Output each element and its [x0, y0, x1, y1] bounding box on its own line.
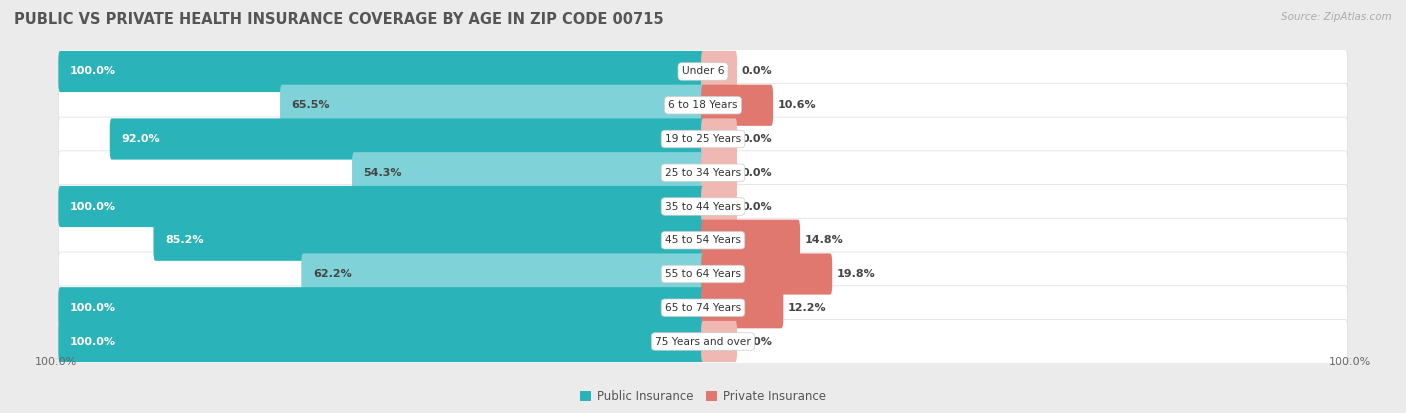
Text: 19 to 25 Years: 19 to 25 Years — [665, 134, 741, 144]
Text: 100.0%: 100.0% — [70, 66, 115, 76]
FancyBboxPatch shape — [702, 287, 783, 328]
FancyBboxPatch shape — [280, 85, 704, 126]
Text: 10.6%: 10.6% — [778, 100, 817, 110]
Text: 14.8%: 14.8% — [804, 235, 844, 245]
FancyBboxPatch shape — [702, 220, 800, 261]
FancyBboxPatch shape — [702, 119, 737, 159]
FancyBboxPatch shape — [110, 119, 704, 159]
Text: 0.0%: 0.0% — [741, 66, 772, 76]
FancyBboxPatch shape — [58, 218, 1348, 262]
FancyBboxPatch shape — [702, 321, 737, 362]
FancyBboxPatch shape — [58, 252, 1348, 296]
FancyBboxPatch shape — [58, 51, 704, 92]
FancyBboxPatch shape — [58, 287, 704, 328]
Text: 0.0%: 0.0% — [741, 202, 772, 211]
FancyBboxPatch shape — [702, 186, 737, 227]
FancyBboxPatch shape — [352, 152, 704, 193]
Text: 0.0%: 0.0% — [741, 134, 772, 144]
Text: 65 to 74 Years: 65 to 74 Years — [665, 303, 741, 313]
Text: 85.2%: 85.2% — [165, 235, 204, 245]
FancyBboxPatch shape — [58, 117, 1348, 161]
FancyBboxPatch shape — [301, 254, 704, 294]
Text: 55 to 64 Years: 55 to 64 Years — [665, 269, 741, 279]
Text: 25 to 34 Years: 25 to 34 Years — [665, 168, 741, 178]
Text: 92.0%: 92.0% — [121, 134, 160, 144]
Text: 0.0%: 0.0% — [741, 168, 772, 178]
Text: PUBLIC VS PRIVATE HEALTH INSURANCE COVERAGE BY AGE IN ZIP CODE 00715: PUBLIC VS PRIVATE HEALTH INSURANCE COVER… — [14, 12, 664, 27]
Text: Source: ZipAtlas.com: Source: ZipAtlas.com — [1281, 12, 1392, 22]
FancyBboxPatch shape — [702, 85, 773, 126]
FancyBboxPatch shape — [58, 185, 1348, 228]
Text: 12.2%: 12.2% — [787, 303, 827, 313]
Text: 6 to 18 Years: 6 to 18 Years — [668, 100, 738, 110]
FancyBboxPatch shape — [58, 186, 704, 227]
Text: 100.0%: 100.0% — [70, 303, 115, 313]
Text: Under 6: Under 6 — [682, 66, 724, 76]
FancyBboxPatch shape — [702, 51, 737, 92]
FancyBboxPatch shape — [58, 50, 1348, 93]
Text: 54.3%: 54.3% — [364, 168, 402, 178]
Text: 100.0%: 100.0% — [70, 202, 115, 211]
FancyBboxPatch shape — [702, 254, 832, 294]
Text: 19.8%: 19.8% — [837, 269, 876, 279]
FancyBboxPatch shape — [58, 151, 1348, 195]
Text: 100.0%: 100.0% — [1329, 357, 1371, 367]
FancyBboxPatch shape — [153, 220, 704, 261]
FancyBboxPatch shape — [58, 83, 1348, 127]
Text: 4.0%: 4.0% — [741, 337, 772, 347]
Text: 100.0%: 100.0% — [35, 357, 77, 367]
Text: 75 Years and over: 75 Years and over — [655, 337, 751, 347]
Text: 100.0%: 100.0% — [70, 337, 115, 347]
FancyBboxPatch shape — [58, 286, 1348, 330]
Legend: Public Insurance, Private Insurance: Public Insurance, Private Insurance — [575, 385, 831, 408]
Text: 35 to 44 Years: 35 to 44 Years — [665, 202, 741, 211]
FancyBboxPatch shape — [58, 320, 1348, 363]
Text: 62.2%: 62.2% — [314, 269, 352, 279]
Text: 65.5%: 65.5% — [291, 100, 330, 110]
Text: 45 to 54 Years: 45 to 54 Years — [665, 235, 741, 245]
FancyBboxPatch shape — [702, 152, 737, 193]
FancyBboxPatch shape — [58, 321, 704, 362]
